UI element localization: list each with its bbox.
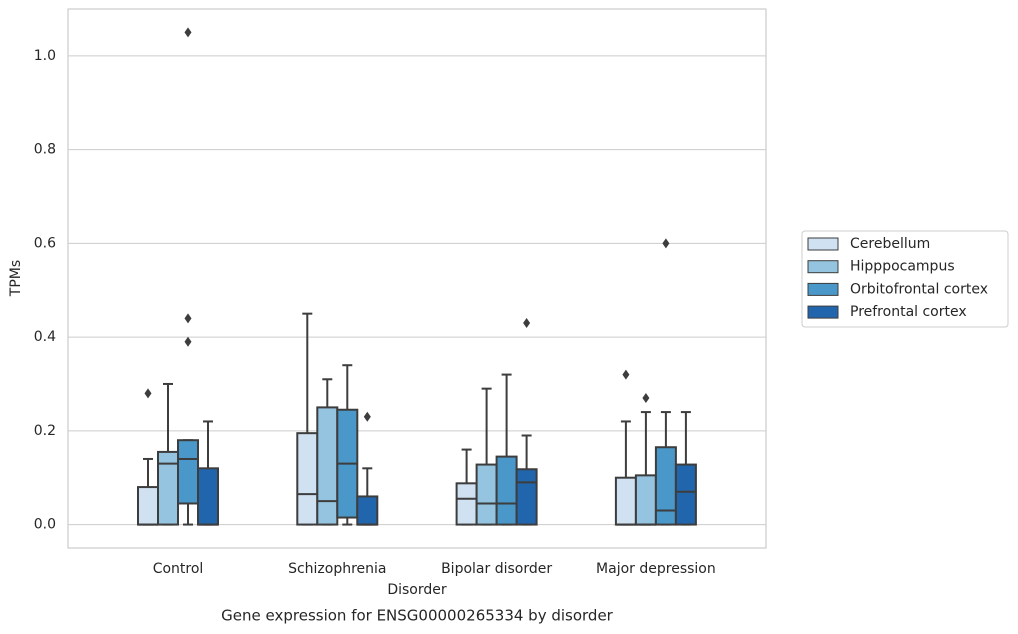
box <box>296 432 319 526</box>
legend-label: Cerebellum <box>850 236 930 252</box>
box-group <box>674 411 697 526</box>
x-tick-label: Schizophrenia <box>288 561 386 577</box>
y-axis-label: TPMs <box>8 260 24 297</box>
flier <box>662 238 670 249</box>
box-group <box>515 318 538 526</box>
box <box>614 476 637 526</box>
box <box>316 406 339 526</box>
y-tick-label: 0.2 <box>34 423 56 439</box>
flier <box>184 313 192 324</box>
box-group <box>316 378 339 526</box>
box-group <box>137 388 159 526</box>
box-group <box>336 364 359 526</box>
flier <box>622 369 630 380</box>
box <box>674 463 697 526</box>
y-tick-label: 0.8 <box>34 142 56 158</box>
flier <box>144 388 152 399</box>
x-tick-label: Bipolar disorder <box>441 561 552 577</box>
legend-frame <box>801 230 1009 328</box>
box <box>455 482 478 526</box>
x-tick-label: Major depression <box>596 561 716 577</box>
box-group <box>197 420 219 526</box>
y-tick-label: 0.6 <box>34 235 56 251</box>
legend-swatch <box>807 282 839 296</box>
box <box>515 468 538 526</box>
y-tick-label: 0.0 <box>34 517 56 533</box>
box-group <box>495 373 518 526</box>
box-group <box>455 448 478 526</box>
box-group <box>296 312 319 526</box>
x-tick-label: Control <box>153 561 204 577</box>
box-group <box>614 369 637 526</box>
box <box>654 446 677 526</box>
legend-label: Prefrontal cortex <box>850 304 967 320</box>
box <box>177 439 199 505</box>
legend-label: Hipppocampus <box>850 259 955 275</box>
box-group <box>157 382 179 526</box>
chart-title: Gene expression for ENSG00000265334 by d… <box>221 607 614 625</box>
y-tick-label: 1.0 <box>34 48 56 64</box>
x-axis-label: Disorder <box>387 582 447 598</box>
flier <box>184 27 192 38</box>
box-group <box>356 411 379 526</box>
flier <box>523 318 531 329</box>
legend-swatch <box>807 237 839 251</box>
flier <box>363 411 371 422</box>
plot-frame <box>67 8 767 549</box>
flier <box>642 393 650 404</box>
box-group <box>634 393 657 526</box>
box-group <box>475 387 498 526</box>
box <box>634 474 657 526</box>
legend-swatch <box>807 305 839 319</box>
box-group <box>177 27 199 526</box>
legend-swatch <box>807 260 839 274</box>
legend-label: Orbitofrontal cortex <box>850 281 988 297</box>
box <box>475 463 498 526</box>
box <box>495 455 518 526</box>
flier <box>184 336 192 347</box>
box <box>197 467 219 526</box>
box <box>356 495 379 526</box>
y-tick-label: 0.4 <box>34 329 56 345</box>
box <box>137 486 159 526</box>
box-group <box>654 238 677 526</box>
